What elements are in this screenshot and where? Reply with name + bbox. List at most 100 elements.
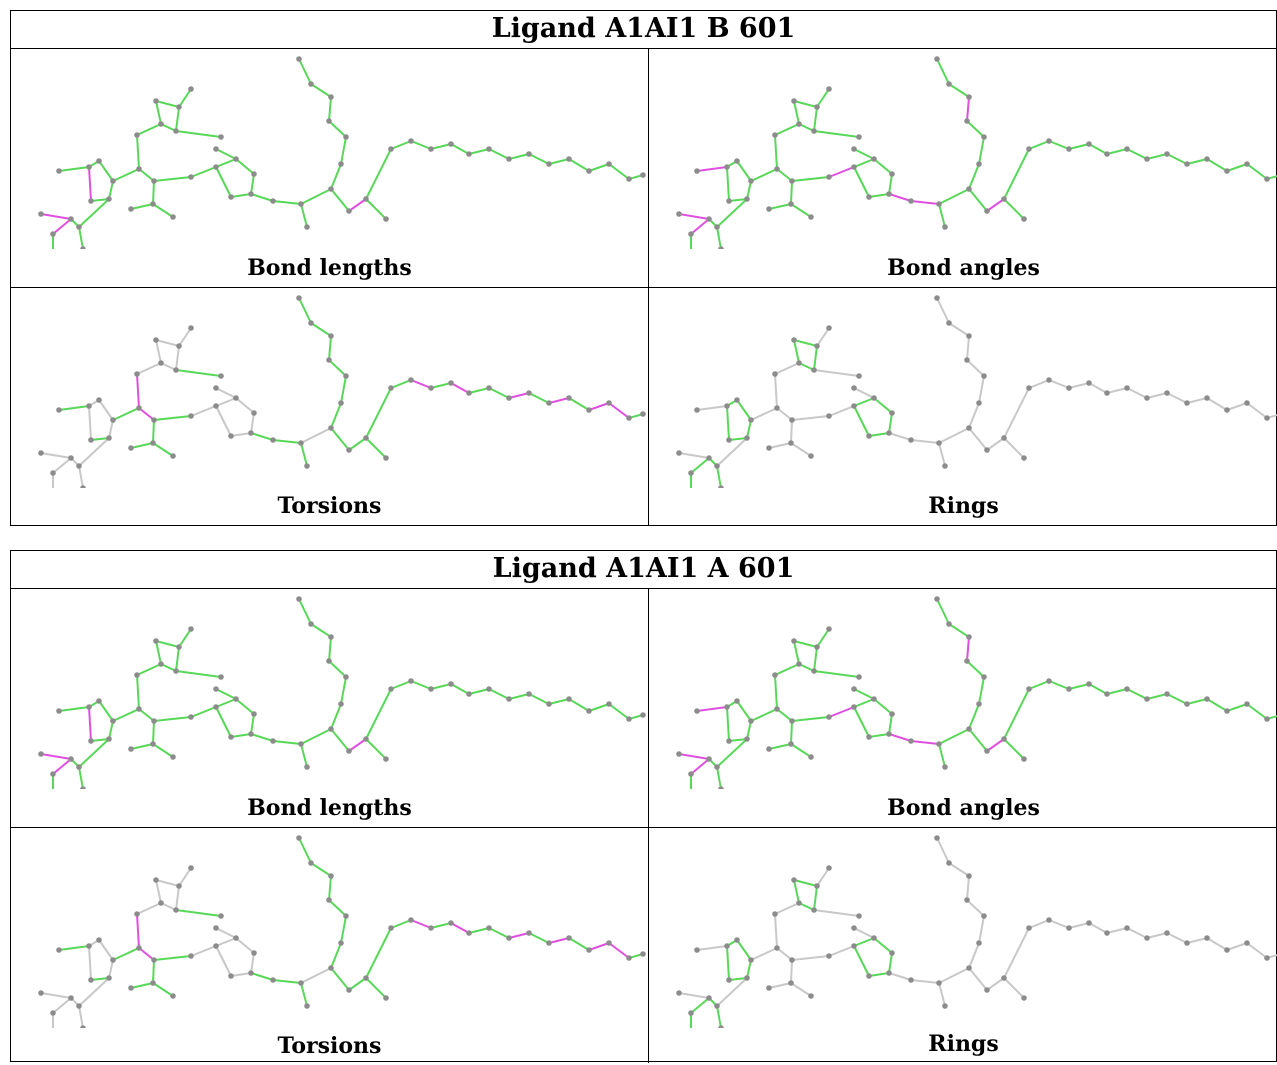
atom <box>128 206 134 212</box>
atom <box>976 400 982 406</box>
bond <box>690 218 710 235</box>
bond <box>813 106 818 132</box>
bond <box>1003 688 1030 740</box>
atom <box>298 440 304 446</box>
atom <box>486 146 492 152</box>
bond <box>968 402 980 429</box>
bond <box>508 693 530 700</box>
bond <box>793 640 818 648</box>
atom <box>714 1003 720 1009</box>
bond <box>853 166 870 198</box>
atom <box>726 437 732 443</box>
bond <box>966 636 970 662</box>
bond <box>966 660 985 678</box>
panel-caption: Rings <box>928 1031 999 1057</box>
bond <box>936 598 950 625</box>
bond <box>678 992 710 999</box>
panel-caption: Bond angles <box>887 795 1040 821</box>
atom <box>68 756 74 762</box>
atom <box>1001 196 1007 202</box>
bond <box>1166 392 1188 404</box>
bond <box>340 676 347 705</box>
atom <box>248 191 254 197</box>
bond <box>588 402 610 411</box>
atom <box>170 214 176 220</box>
bond <box>868 193 890 198</box>
atom <box>506 156 512 162</box>
bond <box>966 899 985 917</box>
atom <box>251 950 257 956</box>
atom <box>1104 151 1110 157</box>
atom <box>296 596 302 602</box>
atom <box>1066 146 1072 152</box>
bond <box>1028 140 1050 150</box>
bond <box>1146 392 1168 399</box>
atom <box>448 920 454 926</box>
bond <box>390 919 412 929</box>
bond <box>58 706 90 712</box>
atom <box>176 104 182 110</box>
bond <box>816 867 830 887</box>
bond <box>250 173 255 195</box>
atom <box>851 146 857 152</box>
bond <box>816 88 830 108</box>
bond <box>716 226 722 249</box>
atom <box>966 94 972 100</box>
atom <box>1264 176 1270 182</box>
bond <box>328 899 347 917</box>
atom <box>233 395 239 401</box>
atom <box>789 417 795 423</box>
atom <box>566 156 572 162</box>
atom <box>984 208 990 214</box>
atom <box>228 973 234 979</box>
atom <box>408 678 414 684</box>
atom <box>228 194 234 200</box>
atom <box>110 957 116 963</box>
bond <box>300 427 332 444</box>
bond <box>716 738 748 768</box>
bond <box>365 927 392 979</box>
bond <box>152 720 155 745</box>
atom <box>606 701 612 707</box>
atom <box>1144 156 1150 162</box>
bond <box>215 937 237 947</box>
bond <box>52 758 72 775</box>
atom <box>774 945 780 951</box>
bond <box>1003 148 1030 200</box>
bond <box>548 937 570 944</box>
atom <box>826 174 832 180</box>
atom <box>188 413 194 419</box>
bond <box>300 967 332 984</box>
atom <box>851 385 857 391</box>
atom <box>694 407 700 413</box>
bond <box>365 977 387 999</box>
bond <box>215 166 232 198</box>
atom <box>153 638 159 644</box>
atom <box>304 463 310 469</box>
bond <box>98 700 114 722</box>
bond <box>272 979 302 984</box>
atom <box>1021 455 1027 461</box>
atom <box>38 211 44 217</box>
atom <box>626 176 632 182</box>
atom <box>173 367 179 373</box>
atom <box>50 231 56 237</box>
molecule-diagram <box>38 56 646 249</box>
atom <box>136 405 142 411</box>
bond <box>108 419 114 439</box>
bond <box>98 399 114 421</box>
atom <box>506 395 512 401</box>
panel-caption: Bond lengths <box>247 255 412 281</box>
atom <box>106 435 112 441</box>
atom <box>566 696 572 702</box>
atom <box>734 937 740 943</box>
bond <box>888 952 893 974</box>
atom <box>856 373 862 379</box>
atom <box>50 1010 56 1016</box>
atom <box>80 786 86 789</box>
bond <box>136 134 140 170</box>
bond <box>330 728 350 752</box>
atom <box>886 430 892 436</box>
bond <box>528 932 550 944</box>
bond <box>58 166 90 172</box>
